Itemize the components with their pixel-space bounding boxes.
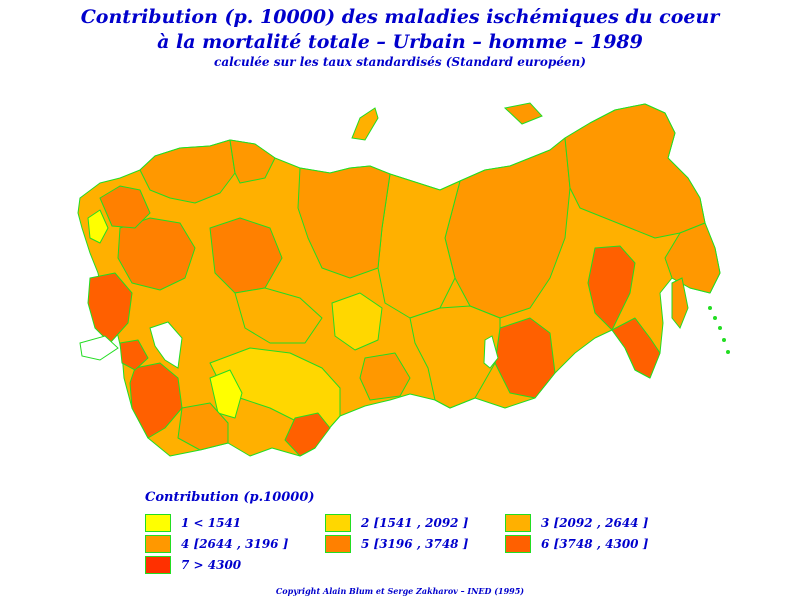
region-caucasus [119,339,149,371]
region-kola [229,139,276,184]
region-baltic [87,209,109,244]
legend-item-3: 3 [2092 , 2644 ] [505,513,648,533]
legend-swatch-7 [145,556,171,574]
region-turkmenistan [129,362,183,439]
region-altai [359,352,411,401]
legend-swatch-5 [325,535,351,553]
region-kamchatka [664,222,721,294]
region-novaya-zemlya [351,107,379,141]
legend-label-5: 5 [3196 , 3748 ] [361,537,469,551]
region-chita [494,317,556,399]
legend-label-2: 2 [1541 , 2092 ] [361,516,469,530]
region-south-urals [234,287,323,344]
region-primorye [611,317,661,379]
map-title-line2: à la mortalité totale – Urbain – homme –… [157,31,643,53]
legend-swatch-4 [145,535,171,553]
map-title-line1: Contribution (p. 10000) des maladies isc… [80,6,720,28]
region-west-siberia [297,165,391,279]
map-subtitle: calculée sur les taux standardisés (Stan… [214,55,586,69]
legend-label-1: 1 < 1541 [181,516,242,530]
legend-label-6: 6 [3748 , 4300 ] [541,537,649,551]
legend-swatch-3 [505,514,531,532]
region-far-east [564,103,706,239]
region-aral [209,369,243,419]
legend-title: Contribution (p.10000) [145,490,315,505]
region-uzbekistan [177,402,229,451]
black-sea [79,335,119,361]
region-sakhalin [671,277,689,329]
legend-label-3: 3 [2092 , 2644 ] [541,516,649,530]
legend-swatch-1 [145,514,171,532]
region-amur [587,245,636,331]
kuril-islands [708,306,730,354]
region-volga [117,217,196,291]
region-irkutsk [409,305,501,409]
legend-swatch-2 [325,514,351,532]
region-kyrgyzstan [284,412,331,457]
legend-item-7: 7 > 4300 [145,555,241,575]
region-severnaya-zemlya [503,102,543,125]
legend-item-2: 2 [1541 , 2092 ] [325,513,468,533]
caspian-sea [149,321,183,369]
legend-swatch-6 [505,535,531,553]
legend-label-7: 7 > 4300 [181,558,242,572]
legend-item-1: 1 < 1541 [145,513,241,533]
region-urals [209,217,283,294]
legend-item-6: 6 [3748 , 4300 ] [505,534,648,554]
legend-label-4: 4 [2644 , 3196 ] [181,537,289,551]
region-siberia-north [444,137,571,319]
legend-item-5: 5 [3196 , 3748 ] [325,534,468,554]
region-moscow [99,185,151,229]
region-tomsk [331,292,383,351]
lake-baikal [483,335,499,369]
region-ukraine [87,272,133,344]
legend-item-4: 4 [2644 , 3196 ] [145,534,288,554]
choropleth-map [77,102,730,457]
copyright-text: Copyright Alain Blum et Serge Zakharov –… [275,586,525,596]
